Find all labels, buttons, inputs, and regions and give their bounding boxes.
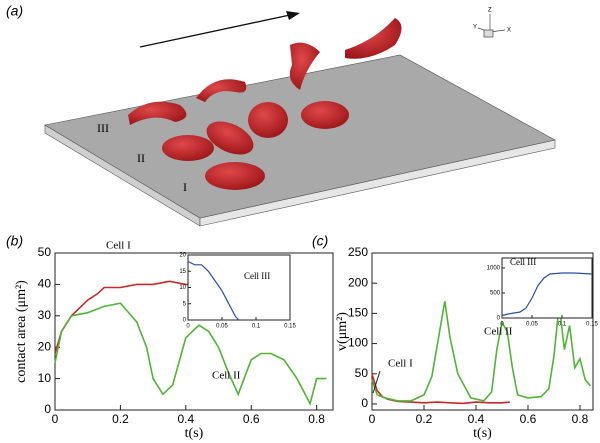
x-tick-label: 0	[186, 324, 190, 330]
cell	[301, 101, 349, 129]
x-tick-label: 0.05	[526, 322, 538, 328]
y-tick-label: 40	[38, 277, 52, 291]
cell	[345, 18, 402, 59]
y-tick-label: 0	[44, 402, 51, 416]
x-tick-label: 0	[369, 412, 376, 426]
y-tick-label: 15	[179, 269, 186, 275]
x-tick-label: 0.05	[216, 324, 228, 330]
inset-frame	[187, 254, 291, 321]
cell	[289, 42, 320, 90]
inset-frame	[501, 257, 593, 319]
x-tick-label: 0.15	[586, 322, 598, 328]
x-tick-label: 0.1	[252, 324, 261, 330]
y-tick-label: 10	[38, 371, 52, 385]
series-label: Cell II	[212, 370, 241, 382]
cells	[128, 18, 402, 190]
panel-a: (a) III II I Z Y X	[6, 3, 556, 227]
y-tick-label: 100	[348, 336, 368, 350]
series-line	[187, 260, 240, 321]
cell-label: III	[97, 121, 109, 135]
panel-label: (c)	[312, 233, 328, 249]
flow-arrow-head	[286, 11, 300, 20]
x-tick-label: 0.4	[468, 412, 485, 426]
x-axis-label: t(s)	[473, 426, 492, 441]
y-tick-label: 20	[38, 339, 52, 353]
x-tick-label: 0.15	[284, 324, 296, 330]
cell	[248, 102, 288, 138]
x-tick-label: 0	[500, 322, 504, 328]
y-tick-label: 0	[183, 318, 187, 324]
x-tick-label: 0.8	[572, 412, 589, 426]
series-line	[54, 302, 327, 406]
cell	[205, 162, 265, 190]
series-label: Cell III	[510, 257, 536, 267]
panel-label: (b)	[6, 233, 23, 249]
cell-label: II	[137, 151, 145, 165]
y-tick-label: 10	[179, 285, 186, 291]
x-tick-label: 0.4	[177, 412, 194, 426]
x-tick-label: 0.8	[308, 412, 325, 426]
cell	[196, 79, 247, 102]
axis-triad	[477, 14, 506, 38]
x-tick-label: 0.2	[112, 412, 129, 426]
y-tick-label: 150	[348, 306, 368, 320]
cell	[162, 135, 214, 161]
y-tick-label: 1000	[487, 266, 501, 272]
x-tick-label: 0.6	[520, 412, 537, 426]
plate-top	[44, 54, 556, 219]
y-axis-label: v(μm²)	[335, 312, 350, 351]
y-tick-label: 50	[38, 245, 52, 259]
x-axis-label: t(s)	[185, 426, 204, 441]
y-tick-label: 20	[179, 253, 186, 259]
series-label: Cell I	[388, 358, 413, 370]
flow-arrow	[139, 14, 291, 48]
cell	[206, 121, 254, 155]
panel-label: (a)	[6, 3, 23, 19]
axis-label: Y	[473, 25, 477, 31]
axis-label: Z	[488, 8, 492, 14]
y-tick-label: 500	[490, 291, 501, 297]
cell-label: I	[183, 180, 187, 194]
series-line	[371, 301, 592, 402]
y-axis-label: contact area (μm²)	[14, 280, 29, 383]
cell	[128, 101, 187, 125]
y-tick-label: 200	[348, 275, 368, 289]
series-label: Cell III	[244, 271, 270, 281]
y-tick-label: 0	[497, 316, 501, 322]
x-tick-label: 0.1	[558, 322, 567, 328]
y-tick-label: 50	[355, 366, 369, 380]
annotation-arrow	[372, 370, 381, 394]
series-label: Cell I	[106, 240, 131, 252]
y-tick-label: 0	[361, 396, 368, 410]
series-line	[371, 373, 510, 405]
y-tick-label: 30	[38, 308, 52, 322]
y-tick-label: 250	[348, 245, 368, 259]
series-line	[501, 272, 593, 317]
x-tick-label: 0.6	[243, 412, 260, 426]
x-tick-label: 0	[52, 412, 59, 426]
series-label: Cell II	[484, 326, 513, 338]
y-tick-label: 5	[183, 301, 187, 307]
axis-label: X	[507, 28, 511, 34]
x-tick-label: 0.2	[416, 412, 433, 426]
